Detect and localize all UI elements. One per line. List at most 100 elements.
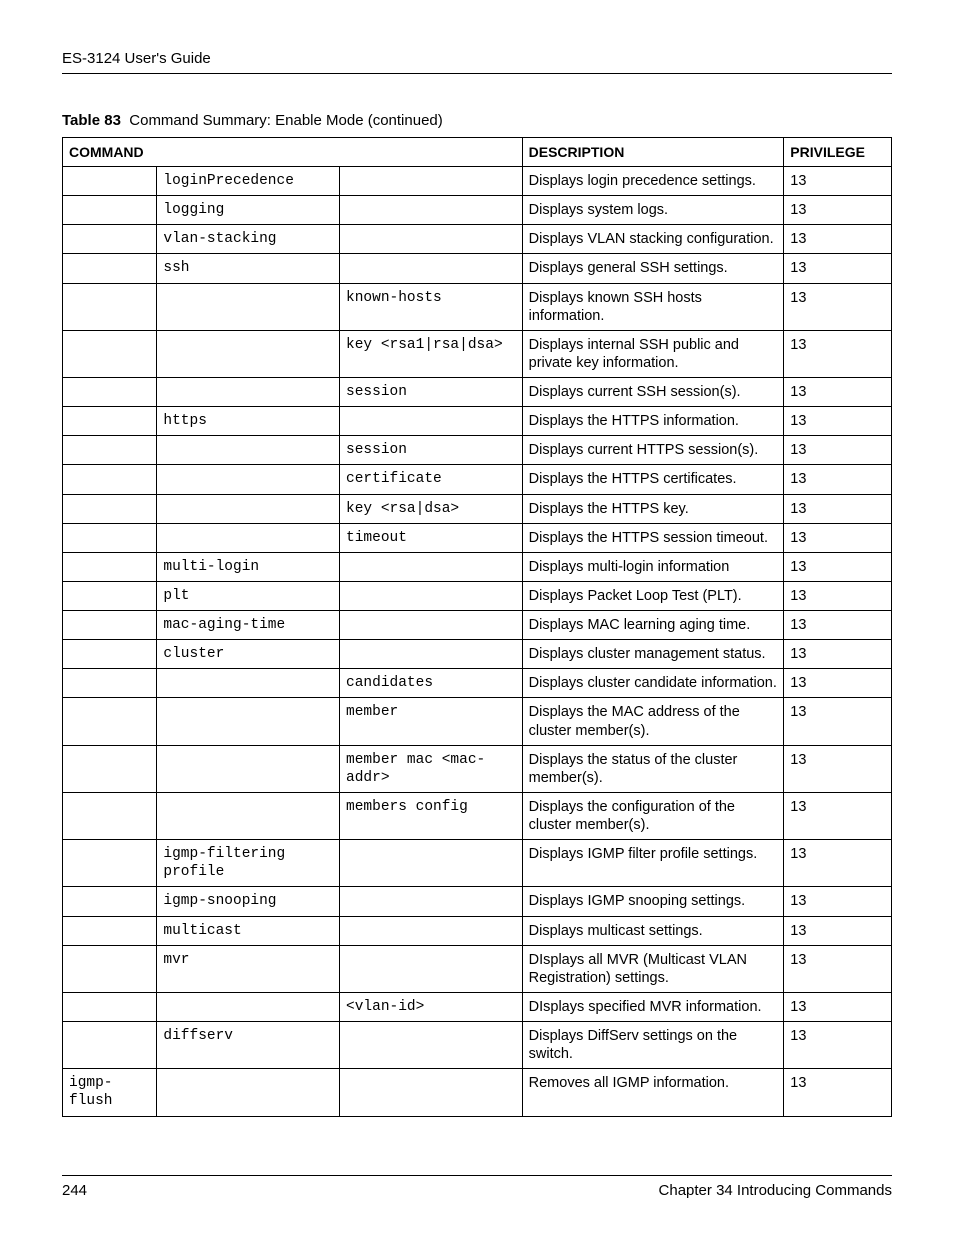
privilege-cell: 13 — [784, 225, 892, 254]
description-cell: Displays internal SSH public and private… — [522, 330, 784, 377]
cmd-col-1 — [63, 436, 157, 465]
table-row: key <rsa|dsa>Displays the HTTPS key.13 — [63, 494, 892, 523]
table-row: sessionDisplays current SSH session(s).1… — [63, 378, 892, 407]
privilege-cell: 13 — [784, 523, 892, 552]
cmd-col-2: plt — [157, 581, 340, 610]
description-cell: Displays the HTTPS session timeout. — [522, 523, 784, 552]
col-command: COMMAND — [63, 138, 523, 167]
cmd-col-2 — [157, 792, 340, 839]
cmd-col-2 — [157, 698, 340, 745]
cmd-col-1 — [63, 640, 157, 669]
privilege-cell: 13 — [784, 254, 892, 283]
table-row: clusterDisplays cluster management statu… — [63, 640, 892, 669]
cmd-col-3 — [340, 640, 523, 669]
cmd-col-2: mac-aging-time — [157, 611, 340, 640]
privilege-cell: 13 — [784, 581, 892, 610]
table-row: timeoutDisplays the HTTPS session timeou… — [63, 523, 892, 552]
privilege-cell: 13 — [784, 745, 892, 792]
cmd-col-3: member mac <mac-addr> — [340, 745, 523, 792]
privilege-cell: 13 — [784, 611, 892, 640]
table-row: key <rsa1|rsa|dsa>Displays internal SSH … — [63, 330, 892, 377]
description-cell: Displays the configuration of the cluste… — [522, 792, 784, 839]
cmd-col-3: key <rsa|dsa> — [340, 494, 523, 523]
cmd-col-2: multicast — [157, 916, 340, 945]
cmd-col-1 — [63, 523, 157, 552]
table-row: pltDisplays Packet Loop Test (PLT).13 — [63, 581, 892, 610]
cmd-col-3 — [340, 581, 523, 610]
table-row: mvr DIsplays all MVR (Multicast VLAN Regi… — [63, 945, 892, 992]
privilege-cell: 13 — [784, 1069, 892, 1116]
cmd-col-3 — [340, 1022, 523, 1069]
description-cell: Removes all IGMP information. — [522, 1069, 784, 1116]
cmd-col-1 — [63, 196, 157, 225]
description-cell: Displays multicast settings. — [522, 916, 784, 945]
cmd-col-3 — [340, 611, 523, 640]
table-number: Table 83 — [62, 112, 121, 129]
description-cell: DIsplays all MVR (Multicast VLAN Registr… — [522, 945, 784, 992]
cmd-col-2 — [157, 436, 340, 465]
cmd-col-2 — [157, 465, 340, 494]
privilege-cell: 13 — [784, 840, 892, 887]
cmd-col-2: logging — [157, 196, 340, 225]
description-cell: Displays the HTTPS information. — [522, 407, 784, 436]
cmd-col-3: members config — [340, 792, 523, 839]
cmd-col-2 — [157, 283, 340, 330]
cmd-col-3: known-hosts — [340, 283, 523, 330]
table-header-row: COMMAND DESCRIPTION PRIVILEGE — [63, 138, 892, 167]
cmd-col-2 — [157, 992, 340, 1021]
cmd-col-1 — [63, 465, 157, 494]
privilege-cell: 13 — [784, 698, 892, 745]
guide-title: ES-3124 User's Guide — [62, 50, 892, 74]
cmd-col-2: cluster — [157, 640, 340, 669]
table-row: igmp-filtering profileDisplays IGMP filt… — [63, 840, 892, 887]
cmd-col-2: vlan-stacking — [157, 225, 340, 254]
table-row: loginPrecedenceDisplays login precedence… — [63, 167, 892, 196]
cmd-col-2 — [157, 494, 340, 523]
privilege-cell: 13 — [784, 378, 892, 407]
description-cell: Displays IGMP snooping settings. — [522, 887, 784, 916]
privilege-cell: 13 — [784, 330, 892, 377]
table-caption: Table 83 Command Summary: Enable Mode (c… — [62, 112, 892, 129]
table-row: multicastDisplays multicast settings.13 — [63, 916, 892, 945]
chapter-label: Chapter 34 Introducing Commands — [659, 1182, 892, 1199]
description-cell: Displays the MAC address of the cluster … — [522, 698, 784, 745]
description-cell: Displays IGMP filter profile settings. — [522, 840, 784, 887]
cmd-col-3 — [340, 945, 523, 992]
cmd-col-2: loginPrecedence — [157, 167, 340, 196]
cmd-col-1 — [63, 407, 157, 436]
cmd-col-2: mvr — [157, 945, 340, 992]
table-title: Command Summary: Enable Mode (continued) — [129, 112, 442, 129]
description-cell: Displays MAC learning aging time. — [522, 611, 784, 640]
col-privilege: PRIVILEGE — [784, 138, 892, 167]
cmd-col-1 — [63, 992, 157, 1021]
col-description: DESCRIPTION — [522, 138, 784, 167]
description-cell: Displays current HTTPS session(s). — [522, 436, 784, 465]
privilege-cell: 13 — [784, 407, 892, 436]
cmd-col-3: session — [340, 436, 523, 465]
cmd-col-1 — [63, 611, 157, 640]
cmd-col-3 — [340, 407, 523, 436]
cmd-col-3 — [340, 1069, 523, 1116]
cmd-col-1 — [63, 1022, 157, 1069]
privilege-cell: 13 — [784, 465, 892, 494]
cmd-col-3: member — [340, 698, 523, 745]
table-row: igmp-snoopingDisplays IGMP snooping sett… — [63, 887, 892, 916]
cmd-col-2: multi-login — [157, 552, 340, 581]
table-row: memberDisplays the MAC address of the cl… — [63, 698, 892, 745]
cmd-col-2: diffserv — [157, 1022, 340, 1069]
description-cell: Displays multi-login information — [522, 552, 784, 581]
table-row: candidatesDisplays cluster candidate inf… — [63, 669, 892, 698]
table-row: known-hostsDisplays known SSH hosts info… — [63, 283, 892, 330]
cmd-col-1 — [63, 887, 157, 916]
cmd-col-2 — [157, 669, 340, 698]
cmd-col-3 — [340, 916, 523, 945]
cmd-col-3: candidates — [340, 669, 523, 698]
cmd-col-1 — [63, 167, 157, 196]
page-footer: 244 Chapter 34 Introducing Commands — [62, 1175, 892, 1199]
cmd-col-1 — [63, 745, 157, 792]
description-cell: Displays the HTTPS key. — [522, 494, 784, 523]
cmd-col-1 — [63, 581, 157, 610]
description-cell: Displays current SSH session(s). — [522, 378, 784, 407]
command-table: COMMAND DESCRIPTION PRIVILEGE loginPrece… — [62, 137, 892, 1117]
cmd-col-3: session — [340, 378, 523, 407]
